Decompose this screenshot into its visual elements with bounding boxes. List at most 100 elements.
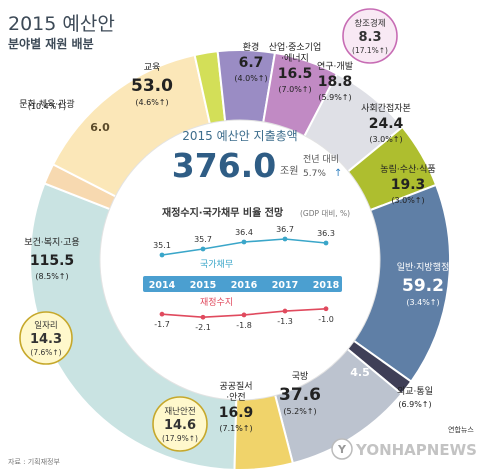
slice-value: 18.8 xyxy=(318,74,353,90)
slice-label-defense: 국방 37.6 (5.2%↑) xyxy=(279,371,321,416)
slice-value: 16.5 xyxy=(278,66,313,82)
data-label: 36.4 xyxy=(235,228,253,237)
fiscal-series: -1.7 -2.1 -1.8 -1.3 -1.0 xyxy=(154,306,334,332)
slice-label-rnd: 연구·개발 18.8 (5.9%↑) xyxy=(317,61,353,102)
slice-value: 6.7 xyxy=(239,55,264,71)
slice-value: 59.2 xyxy=(402,276,444,296)
slice-label-culture: 문화·체육·관광(10.4%↑) 6.0 xyxy=(19,98,110,134)
slice-value: 53.0 xyxy=(131,76,173,96)
slice-change: (8.5%↑) xyxy=(35,272,68,281)
series-point xyxy=(282,236,288,242)
slice-change: (10.4%↑) xyxy=(28,102,66,111)
slice-name: ·안전 xyxy=(226,392,245,403)
total-value: 376.0 xyxy=(172,146,276,185)
year-tick-label: 2016 xyxy=(231,280,258,291)
slice-change: (5.9%↑) xyxy=(318,93,351,102)
callout-value: 14.6 xyxy=(164,418,196,433)
slice-change: (3.0%↑) xyxy=(369,135,402,144)
slice-name: 사회간접자본 xyxy=(361,102,411,114)
data-label: -1.3 xyxy=(277,317,293,326)
data-label: -1.0 xyxy=(318,315,334,324)
debt-series-label: 국가채무 xyxy=(200,259,233,270)
callout-value: 14.3 xyxy=(30,332,62,347)
fiscal-series-label: 재정수지 xyxy=(200,297,233,308)
series-point xyxy=(241,239,247,245)
slice-change: (5.2%↑) xyxy=(283,407,316,416)
callout-name: 일자리 xyxy=(34,321,57,331)
fiscal-outlook-chart: 재정수지·국가채무 비율 전망 (GDP 대비, %) 2014 2015 2016… xyxy=(143,206,350,332)
line-chart-note: (GDP 대비, %) xyxy=(300,209,350,218)
yoy-arrow-icon: ↑ xyxy=(334,168,342,179)
year-axis: 2014 2015 2016 2017 2018 xyxy=(149,280,340,291)
slice-name: 일반·지방행정 xyxy=(397,261,450,273)
series-point xyxy=(200,246,206,252)
slice-value: 19.3 xyxy=(391,177,426,193)
slice-change: (7.0%↑) xyxy=(278,85,311,94)
slice-value: 24.4 xyxy=(369,116,404,132)
slice-name: 외교·통일 xyxy=(397,385,433,397)
yoy-label: 전년 대비 xyxy=(303,154,339,165)
slice-value: 16.9 xyxy=(219,405,254,421)
slice-name: 공공질서 xyxy=(219,380,252,392)
total-block: 2015 예산안 지출총액 376.0 조원 전년 대비 5.7% ↑ xyxy=(172,129,343,185)
slice-name: 산업·중소기업 xyxy=(269,42,322,53)
year-tick-label: 2014 xyxy=(149,280,176,291)
slice-label-admin: 일반·지방행정 59.2 (3.4%↑) xyxy=(397,261,450,307)
slice-label-safety: 공공질서·안전 16.9 (7.1%↑) xyxy=(219,380,254,433)
data-label: 36.3 xyxy=(317,229,335,238)
slice-label-soc: 사회간접자본 24.4 (3.0%↑) xyxy=(361,102,411,144)
slice-change: (4.0%↑) xyxy=(234,74,267,83)
series-point xyxy=(159,311,165,317)
data-label: -1.7 xyxy=(154,320,170,329)
page-title: 2015 예산안 xyxy=(8,13,115,35)
slice-labels: 보건·복지·고용 115.5 (8.5%↑) 문화·체육·관광(10.4%↑) 6.0 교… xyxy=(19,41,449,433)
slice-value: 115.5 xyxy=(30,253,74,269)
slice-label-welfare: 보건·복지·고용 115.5 (8.5%↑) xyxy=(24,237,79,281)
data-label: -1.8 xyxy=(236,321,252,330)
slice-label-diplomacy: 외교·통일 (6.9%↑) 4.5 xyxy=(350,366,433,409)
slice-name: 연구·개발 xyxy=(317,61,353,72)
callout-change: (17.1%↑) xyxy=(352,46,388,55)
callout-name: 재난안전 xyxy=(164,406,195,417)
yoy-value: 5.7% xyxy=(303,169,326,179)
slice-label-agri: 농림·수산·식품 19.3 (3.0%↑) xyxy=(380,163,435,205)
year-tick-label: 2017 xyxy=(272,280,298,291)
slice-label-industry: 산업·중소기업·에너지 16.5 (7.0%↑) xyxy=(269,42,322,94)
callout-bubble xyxy=(152,396,208,452)
slice-change: (3.0%↑) xyxy=(391,196,424,205)
slice-name: 국방 xyxy=(292,371,309,382)
year-tick-label: 2015 xyxy=(190,280,216,291)
slice-short-value: 4.5 xyxy=(350,366,370,379)
data-label: 35.1 xyxy=(153,241,171,250)
slice-value: 37.6 xyxy=(279,385,321,405)
slice-change: (7.1%↑) xyxy=(219,424,252,433)
callout-bubble xyxy=(342,8,398,64)
yonhap-logo-letter: Y xyxy=(337,443,347,456)
slice-change: (6.9%↑) xyxy=(398,400,431,409)
callout-value: 8.3 xyxy=(358,30,381,45)
slice-change: (4.6%↑) xyxy=(135,98,168,107)
data-label: 35.7 xyxy=(194,235,212,244)
credit-text: 연합뉴스 xyxy=(448,425,474,434)
series-point xyxy=(200,314,206,320)
line-chart-title: 재정수지·국가채무 비율 전망 xyxy=(162,206,284,219)
slice-name: 보건·복지·고용 xyxy=(24,237,79,248)
watermark-text: YONHAPNEWS xyxy=(355,441,477,459)
slice-name: 환경 xyxy=(243,41,260,53)
debt-series: 35.1 35.7 36.4 36.7 36.3 xyxy=(153,225,335,258)
series-point xyxy=(241,312,247,318)
slice-name: ·에너지 xyxy=(281,53,309,64)
slice-label-education: 교육 53.0 (4.6%↑) xyxy=(131,62,173,107)
footer: 자료 : 기획재정부 Y YONHAPNEWS 연합뉴스 xyxy=(8,425,477,466)
callout-change: (17.9%↑) xyxy=(162,434,198,443)
page-subtitle: 분야별 재원 배분 xyxy=(8,36,94,51)
slice-short-value: 6.0 xyxy=(90,121,110,134)
slice-change: (3.4%↑) xyxy=(406,298,439,307)
slice-name: 교육 xyxy=(144,62,161,73)
callout-name: 창조경제 xyxy=(354,18,385,29)
data-label: -2.1 xyxy=(195,323,211,332)
